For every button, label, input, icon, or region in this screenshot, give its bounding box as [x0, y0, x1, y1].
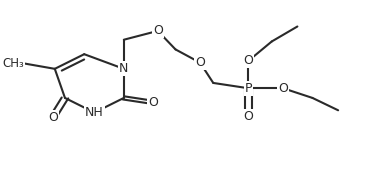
- Text: NH: NH: [85, 106, 104, 119]
- Text: O: O: [243, 54, 253, 67]
- Text: O: O: [48, 111, 58, 124]
- Text: N: N: [119, 62, 129, 75]
- Text: O: O: [148, 96, 158, 109]
- Text: O: O: [243, 110, 253, 123]
- Text: O: O: [278, 82, 288, 95]
- Text: CH₃: CH₃: [3, 57, 25, 70]
- Text: O: O: [153, 24, 163, 37]
- Text: P: P: [244, 82, 252, 95]
- Text: O: O: [195, 56, 205, 69]
